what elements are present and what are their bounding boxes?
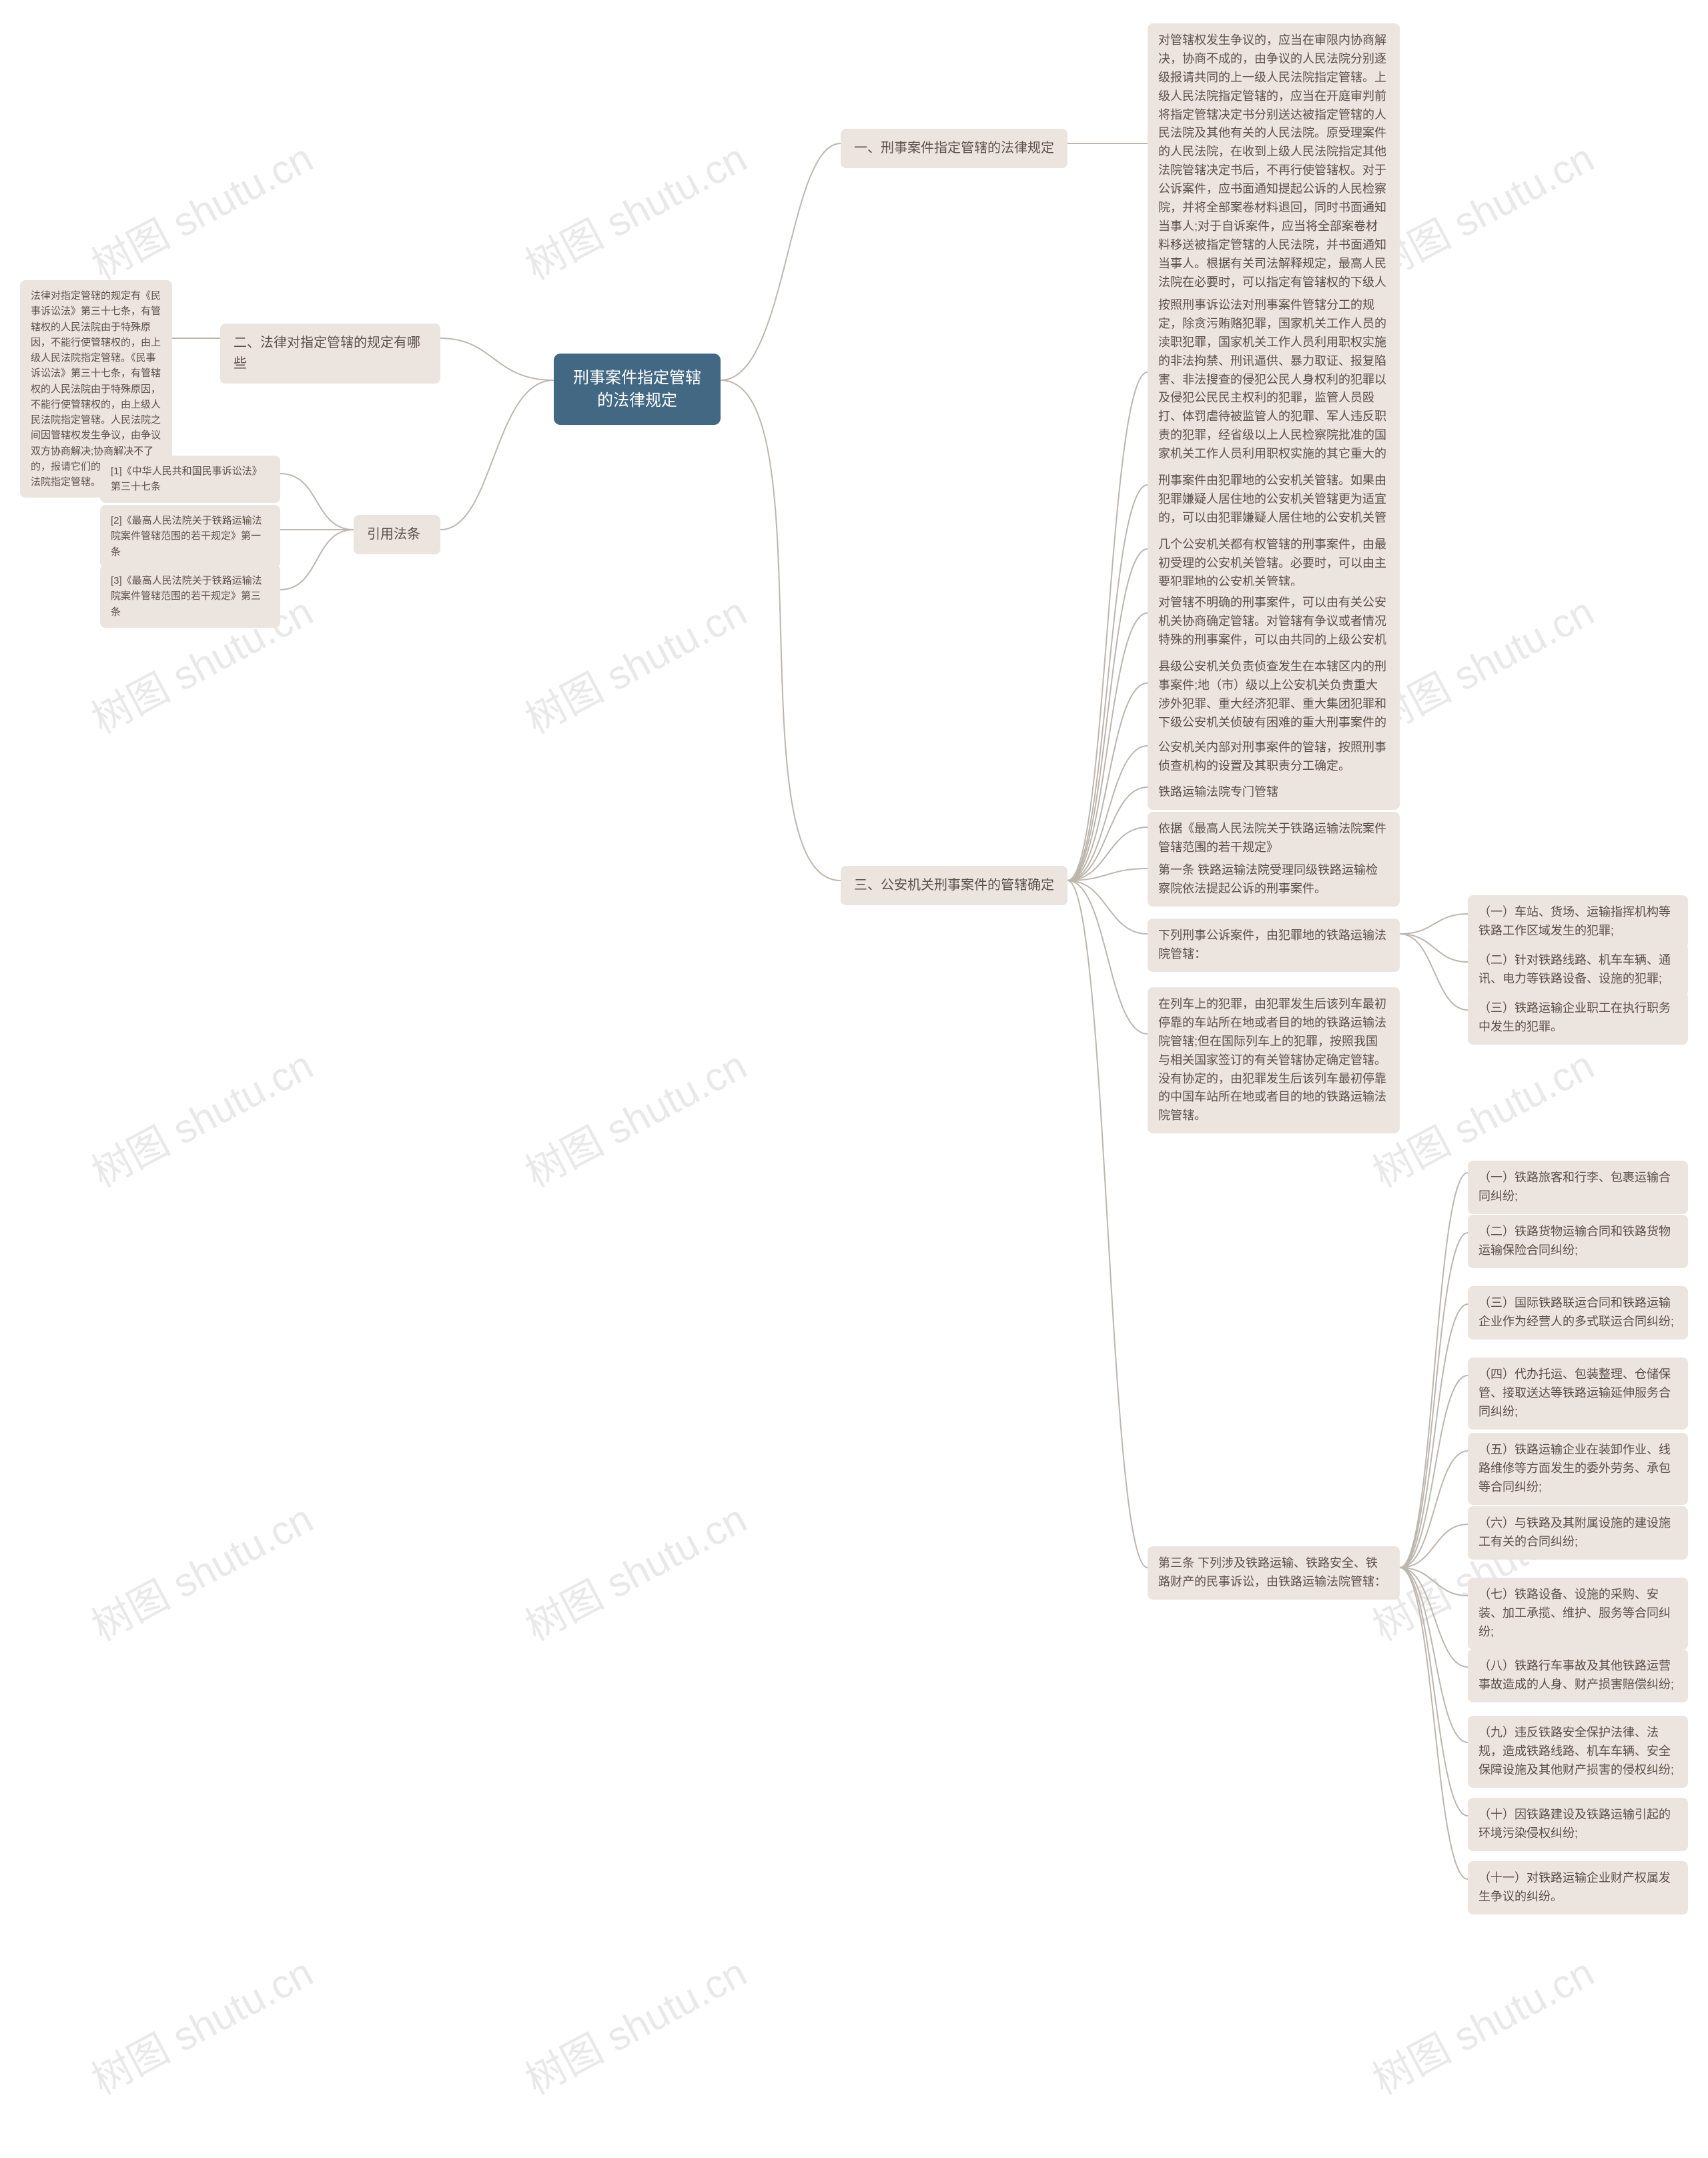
b3-c12-i9: （九）违反铁路安全保护法律、法规，造成铁路线路、机车车辆、安全保障设施及其他财产… <box>1468 1716 1688 1788</box>
ref-1: [1]《中华人民共和国民事诉讼法》第三十七条 <box>100 456 280 503</box>
b3-c12-i7: （七）铁路设备、设施的采购、安装、加工承揽、维护、服务等合同纠纷; <box>1468 1578 1688 1650</box>
watermark: 树图 shutu.cn <box>80 1487 322 1652</box>
b3-c12-i8: （八）铁路行车事故及其他铁路运营事故造成的人身、财产损害赔偿纠纷; <box>1468 1649 1688 1702</box>
watermark: 树图 shutu.cn <box>514 1941 755 2105</box>
b3-c12-i4: （四）代办托运、包装整理、仓储保管、接取送达等铁路运输延伸服务合同纠纷; <box>1468 1358 1688 1430</box>
b3-c12-i1: （一）铁路旅客和行李、包裹运输合同纠纷; <box>1468 1161 1688 1214</box>
watermark: 树图 shutu.cn <box>514 126 755 291</box>
root-node: 刑事案件指定管辖的法律规定 <box>554 354 721 425</box>
b3-c12-i2: （二）铁路货物运输合同和铁路货物运输保险合同纠纷; <box>1468 1215 1688 1268</box>
watermark: 树图 shutu.cn <box>514 1033 755 1198</box>
b3-c9: 第一条 铁路运输法院受理同级铁路运输检察院依法提起公诉的刑事案件。 <box>1148 853 1400 907</box>
b3-c12-i3: （三）国际铁路联运合同和铁路运输企业作为经营人的多式联运合同纠纷; <box>1468 1286 1688 1339</box>
branch-refs: 引用法条 <box>354 515 440 554</box>
watermark: 树图 shutu.cn <box>514 1487 755 1652</box>
watermark: 树图 shutu.cn <box>514 580 755 744</box>
b3-c12-i5: （五）铁路运输企业在装卸作业、线路维修等方面发生的委外劳务、承包等合同纠纷; <box>1468 1433 1688 1505</box>
ref-2: [2]《最高人民法院关于铁路运输法院案件管辖范围的若干规定》第一条 <box>100 505 280 568</box>
watermark: 树图 shutu.cn <box>1361 1941 1603 2105</box>
b3-c12-i6: （六）与铁路及其附属设施的建设施工有关的合同纠纷; <box>1468 1506 1688 1560</box>
b1-c1: 对管辖权发生争议的，应当在审限内协商解决，协商不成的，由争议的人民法院分别逐级报… <box>1148 23 1400 318</box>
b3-c10-i1: （一）车站、货场、运输指挥机构等铁路工作区域发生的犯罪; <box>1468 895 1688 949</box>
branch-1: 一、刑事案件指定管辖的法律规定 <box>841 129 1068 168</box>
b3-c12: 第三条 下列涉及铁路运输、铁路安全、铁路财产的民事诉讼，由铁路运输法院管辖： <box>1148 1546 1400 1600</box>
b3-c10-i2: （二）针对铁路线路、机车车辆、通讯、电力等铁路设备、设施的犯罪; <box>1468 943 1688 997</box>
watermark: 树图 shutu.cn <box>80 1941 322 2105</box>
mindmap-stage: 树图 shutu.cn 树图 shutu.cn 树图 shutu.cn 树图 s… <box>0 0 1708 2158</box>
b3-c10-i3: （三）铁路运输企业职工在执行职务中发生的犯罪。 <box>1468 991 1688 1045</box>
b3-c11: 在列车上的犯罪，由犯罪发生后该列车最初停靠的车站所在地或者目的地的铁路运输法院管… <box>1148 987 1400 1133</box>
b3-c12-i10: （十）因铁路建设及铁路运输引起的环境污染侵权纠纷; <box>1468 1798 1688 1851</box>
b3-c12-i11: （十一）对铁路运输企业财产权属发生争议的纠纷。 <box>1468 1861 1688 1915</box>
b3-c10: 下列刑事公诉案件，由犯罪地的铁路运输法院管辖： <box>1148 919 1400 972</box>
branch-2: 二、法律对指定管辖的规定有哪些 <box>220 324 440 384</box>
ref-3: [3]《最高人民法院关于铁路运输法院案件管辖范围的若干规定》第三条 <box>100 565 280 628</box>
watermark: 树图 shutu.cn <box>80 126 322 291</box>
b3-c7: 铁路运输法院专门管辖 <box>1148 775 1400 810</box>
watermark: 树图 shutu.cn <box>80 1033 322 1198</box>
branch-3: 三、公安机关刑事案件的管辖确定 <box>841 866 1068 905</box>
